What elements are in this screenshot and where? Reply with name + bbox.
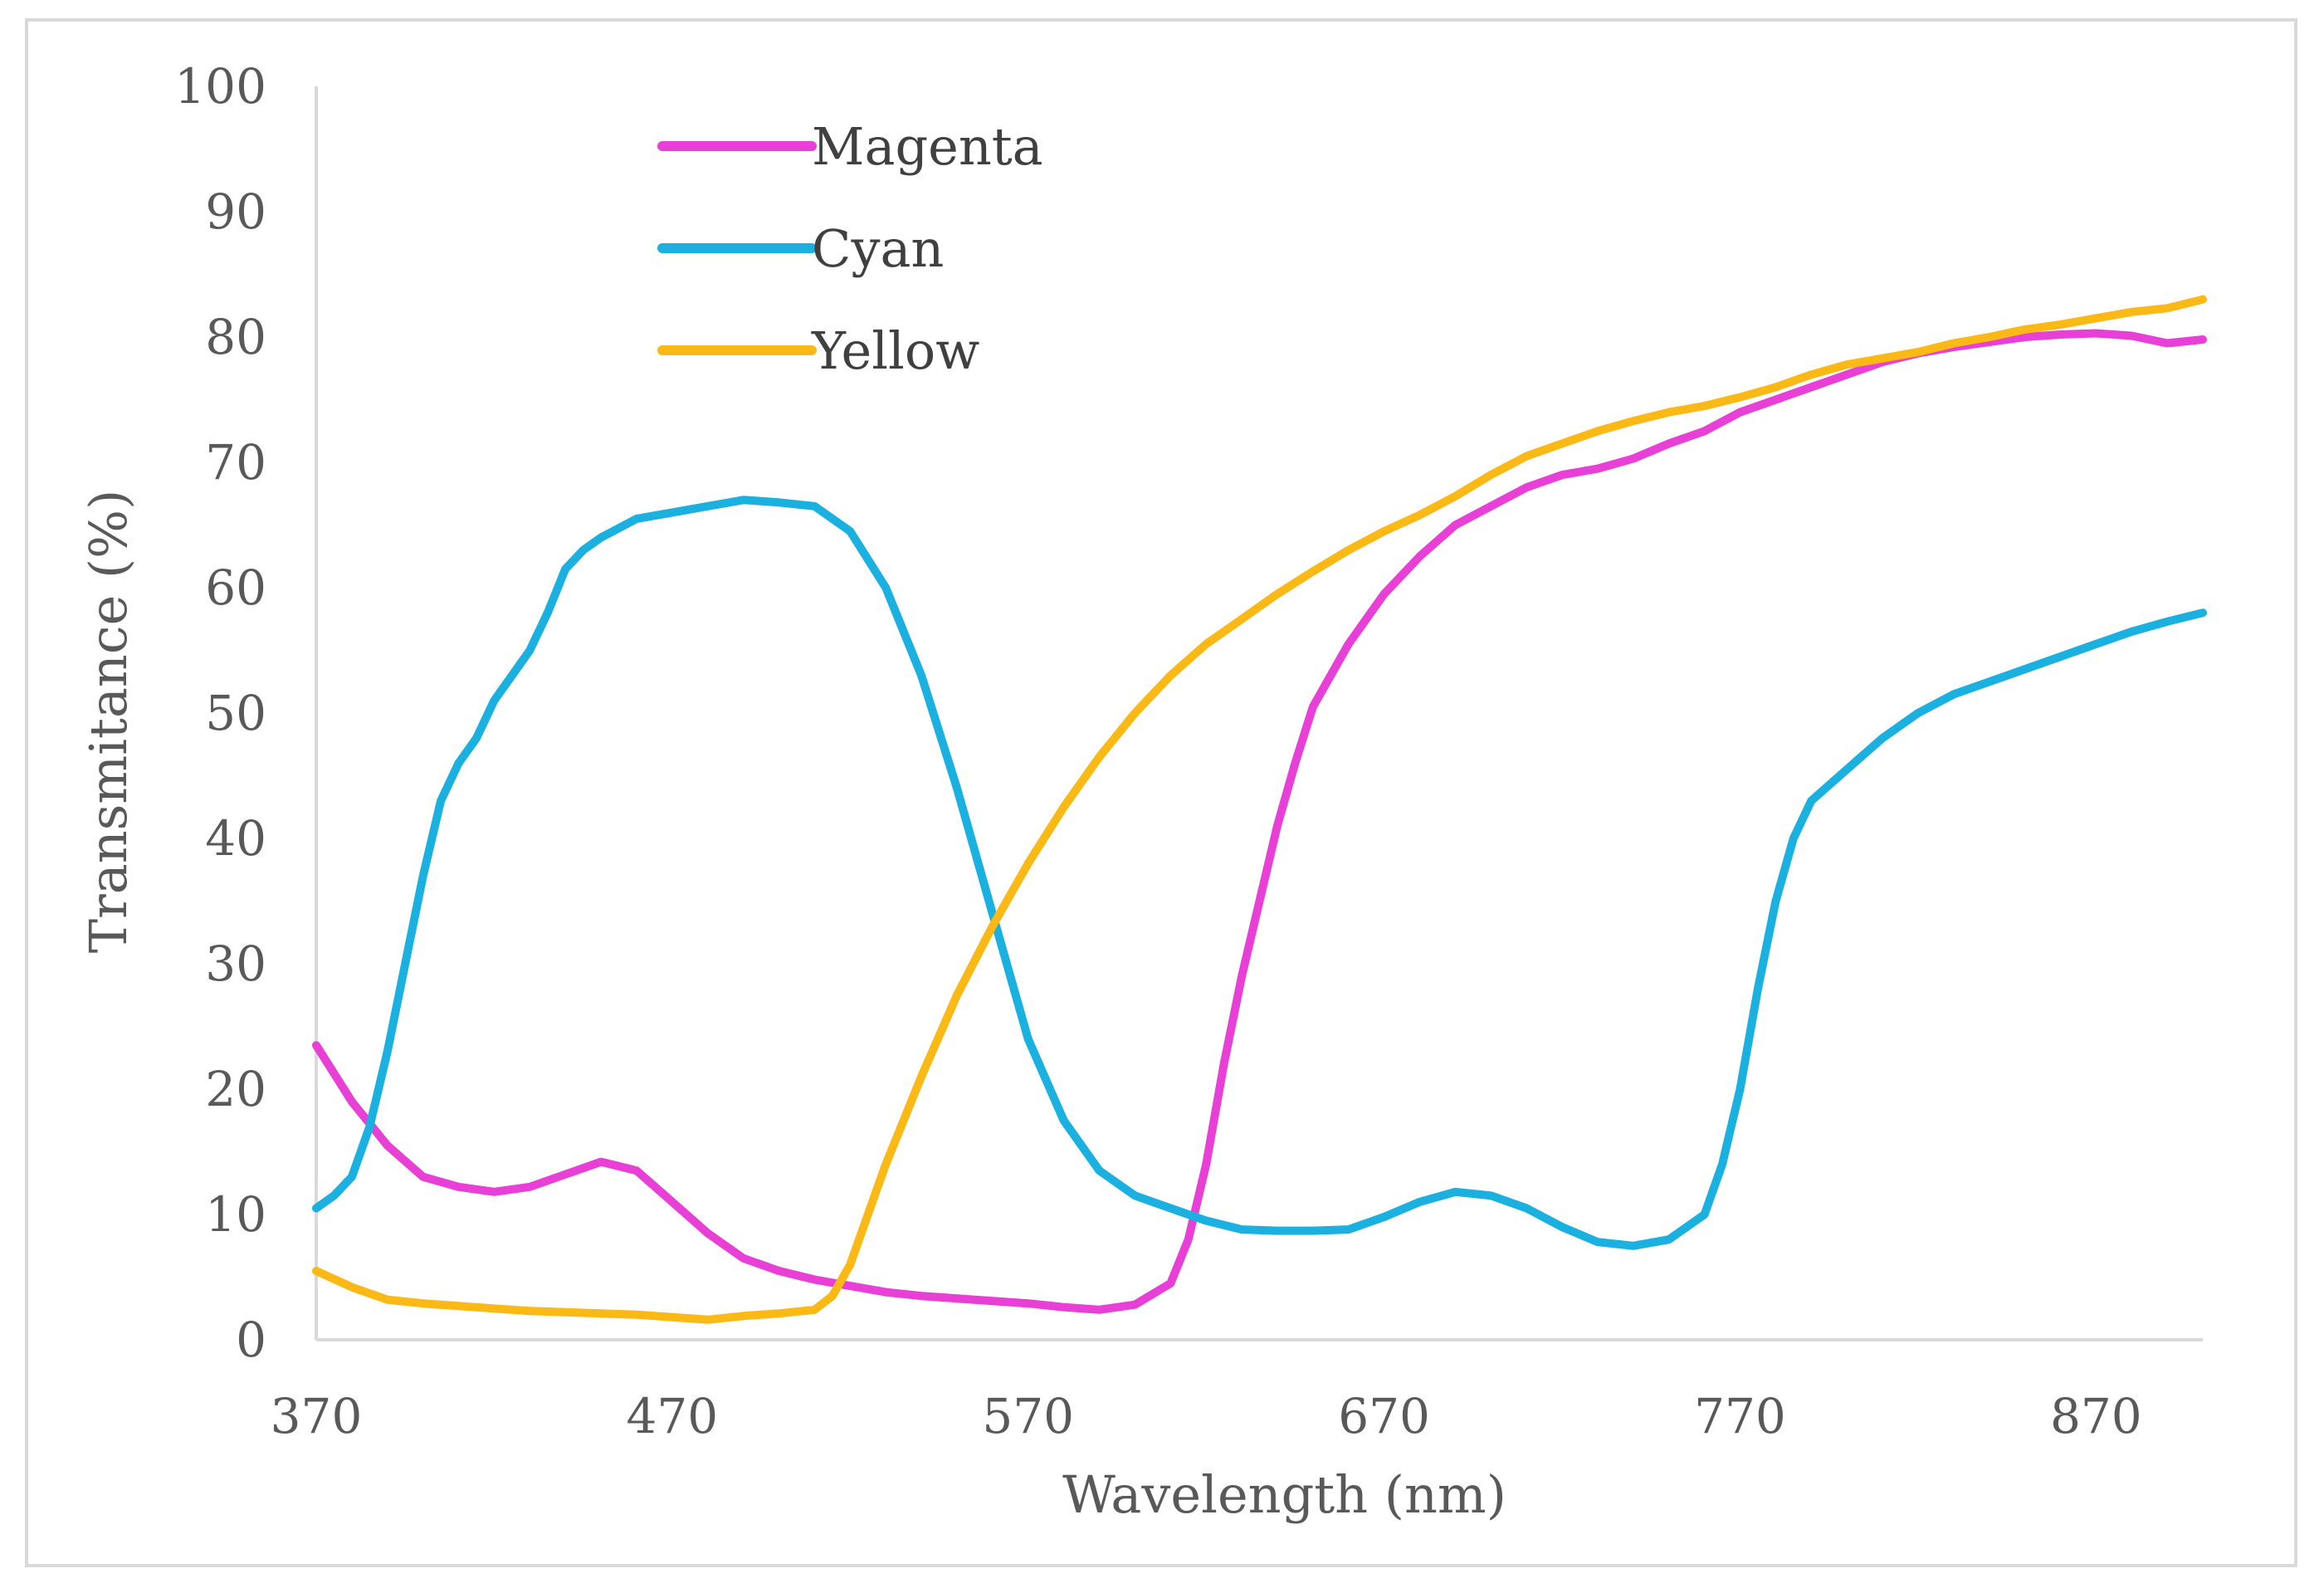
x-tick-label: 370 (271, 1388, 363, 1444)
y-tick-label: 0 (236, 1312, 266, 1368)
series-line-yellow (312, 295, 2207, 1324)
y-tick-label: 90 (205, 183, 266, 240)
legend-label-yellow: Yellow (811, 320, 979, 381)
y-tick-label: 30 (205, 936, 266, 992)
y-tick-label: 100 (174, 58, 266, 115)
x-tick-label: 770 (1694, 1388, 1786, 1444)
x-tick-label: 870 (2050, 1388, 2142, 1444)
x-tick-label: 570 (982, 1388, 1074, 1444)
y-tick-label: 70 (205, 434, 266, 491)
series-lines (312, 295, 2207, 1324)
legend-label-magenta: Magenta (812, 116, 1043, 177)
y-axis-ticks: 0 10 20 30 40 50 60 70 80 90 100 (174, 58, 266, 1368)
chart-frame: 0 10 20 30 40 50 60 70 80 90 100 370 470 570 670 770 87… (25, 18, 2297, 1567)
x-tick-label: 470 (627, 1388, 719, 1444)
transmittance-chart: 0 10 20 30 40 50 60 70 80 90 100 370 470 570 670 770 87… (78, 58, 2207, 1525)
y-axis-title: Transmitance (%) (78, 490, 139, 954)
legend: Magenta Cyan Yellow (657, 116, 1043, 381)
y-tick-label: 20 (205, 1061, 266, 1117)
x-axis-ticks: 370 470 570 670 770 870 (271, 1388, 2142, 1444)
y-tick-label: 40 (205, 810, 266, 867)
legend-label-cyan: Cyan (812, 218, 944, 279)
series-line-cyan (312, 496, 2207, 1250)
y-tick-label: 60 (205, 559, 266, 616)
series-line-magenta (312, 329, 2207, 1314)
y-tick-label: 50 (205, 685, 266, 741)
x-axis-title: Wavelength (nm) (1062, 1464, 1506, 1525)
y-tick-label: 10 (205, 1186, 266, 1243)
x-tick-label: 670 (1338, 1388, 1430, 1444)
y-tick-label: 80 (205, 309, 266, 365)
